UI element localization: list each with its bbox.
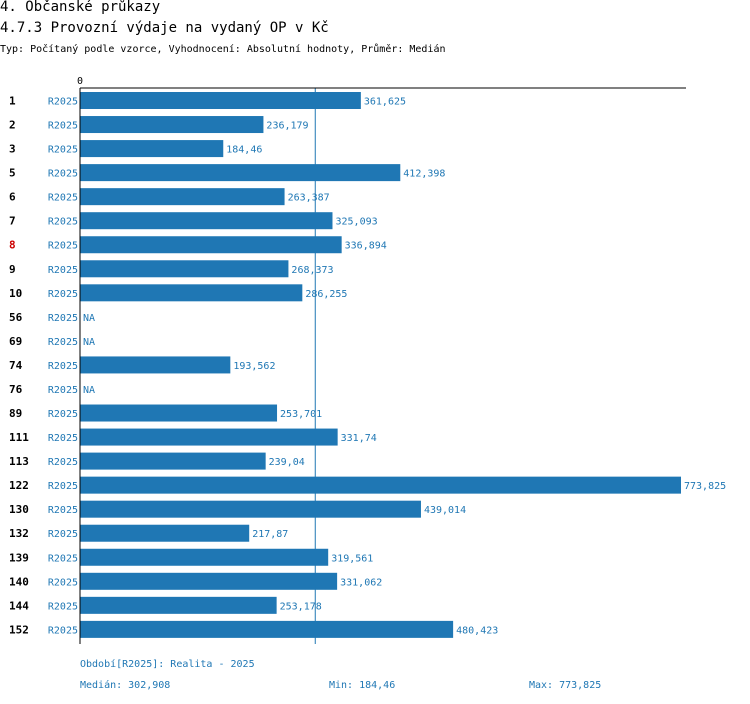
data-label: 236,179: [266, 121, 308, 132]
category-label: 5: [9, 167, 16, 180]
category-label: 74: [9, 359, 23, 372]
data-label: 773,825: [684, 481, 726, 492]
bar: [80, 140, 224, 158]
series-label: R2025: [48, 241, 78, 252]
category-label: 6: [9, 191, 16, 204]
category-label: 89: [9, 407, 22, 420]
category-label: 3: [9, 143, 16, 156]
category-label: 152: [9, 623, 29, 636]
bar: [80, 476, 681, 494]
chart-subtitle: Typ: Počítaný podle vzorce, Vyhodnocení:…: [0, 44, 446, 55]
bar: [80, 260, 289, 278]
data-label: 361,625: [364, 97, 406, 108]
bar: [80, 356, 231, 374]
series-label: R2025: [48, 529, 78, 540]
series-label: R2025: [48, 361, 78, 372]
category-label: 76: [9, 383, 23, 396]
series-label: R2025: [48, 313, 78, 324]
category-label: 122: [9, 479, 29, 492]
data-label: 319,561: [331, 553, 373, 564]
bar: [80, 164, 401, 182]
data-label: 253,701: [280, 409, 322, 420]
category-label: 10: [9, 287, 22, 300]
data-label: 480,423: [456, 625, 498, 636]
series-label: R2025: [48, 97, 78, 108]
category-label: 2: [9, 119, 16, 132]
series-label: R2025: [48, 337, 78, 348]
data-label: 263,387: [288, 193, 330, 204]
bar: [80, 500, 421, 518]
bar: [80, 188, 285, 206]
bar: [80, 236, 342, 254]
series-label: R2025: [48, 217, 78, 228]
bar: [80, 596, 277, 614]
bar: [80, 620, 454, 638]
bar: [80, 428, 338, 446]
data-label: 331,062: [340, 577, 382, 588]
data-label: 336,894: [345, 241, 387, 252]
category-label: 140: [9, 575, 29, 588]
series-label: R2025: [48, 289, 78, 300]
data-label: NA: [83, 385, 95, 396]
category-label: 111: [9, 431, 29, 444]
category-label: 9: [9, 263, 16, 276]
data-label: 331,74: [341, 433, 377, 444]
category-label: 130: [9, 503, 29, 516]
series-label: R2025: [48, 625, 78, 636]
series-label: R2025: [48, 457, 78, 468]
data-label: 253,178: [280, 601, 322, 612]
bar: [80, 524, 250, 542]
data-label: 439,014: [424, 505, 466, 516]
category-label: 139: [9, 551, 29, 564]
bar: [80, 284, 303, 302]
category-label: 1: [9, 95, 16, 108]
x-tick-label: 0: [77, 76, 83, 87]
category-label: 113: [9, 455, 29, 468]
data-label: 268,373: [291, 265, 333, 276]
series-label: R2025: [48, 505, 78, 516]
category-label: 7: [9, 215, 16, 228]
series-label: R2025: [48, 433, 78, 444]
bar: [80, 548, 329, 566]
category-label: 69: [9, 335, 22, 348]
series-label: R2025: [48, 409, 78, 420]
series-label: R2025: [48, 601, 78, 612]
data-label: 184,46: [226, 145, 262, 156]
series-label: R2025: [48, 265, 78, 276]
data-label: 217,87: [252, 529, 288, 540]
bar: [80, 452, 266, 470]
bar: [80, 116, 264, 134]
data-label: 325,093: [335, 217, 377, 228]
footer-period: Období[R2025]: Realita - 2025: [80, 659, 255, 670]
bar: [80, 572, 338, 590]
series-label: R2025: [48, 121, 78, 132]
bar: [80, 212, 333, 230]
series-label: R2025: [48, 193, 78, 204]
data-label: 412,398: [403, 169, 445, 180]
series-label: R2025: [48, 385, 78, 396]
section-title: 4. Občanské průkazy: [0, 0, 161, 15]
category-label: 56: [9, 311, 23, 324]
series-label: R2025: [48, 145, 78, 156]
category-label: 144: [9, 599, 29, 612]
category-label: 8: [9, 239, 16, 252]
data-label: NA: [83, 337, 95, 348]
footer-min: Min: 184,46: [329, 680, 396, 691]
series-label: R2025: [48, 553, 78, 564]
series-label: R2025: [48, 577, 78, 588]
data-label: NA: [83, 313, 95, 324]
footer-max: Max: 773,825: [529, 680, 602, 691]
footer-median: Medián: 302,908: [80, 680, 171, 691]
data-label: 193,562: [233, 361, 275, 372]
series-label: R2025: [48, 169, 78, 180]
category-label: 132: [9, 527, 29, 540]
data-label: 286,255: [305, 289, 347, 300]
data-label: 239,04: [269, 457, 305, 468]
chart-title: 4.7.3 Provozní výdaje na vydaný OP v Kč: [0, 20, 329, 36]
bar: [80, 404, 278, 422]
series-label: R2025: [48, 481, 78, 492]
bar: [80, 92, 361, 109]
